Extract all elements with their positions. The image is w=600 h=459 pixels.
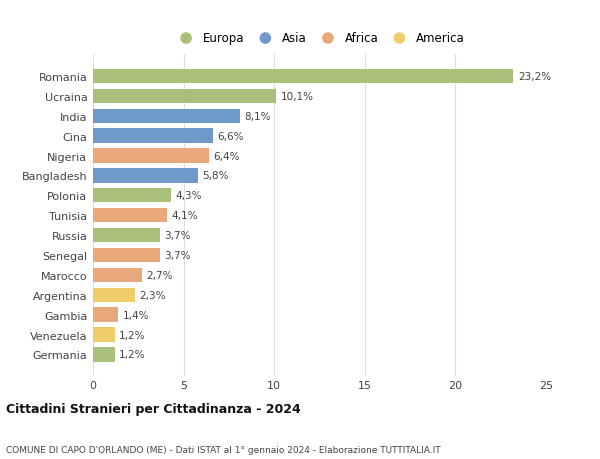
Bar	[93, 248, 160, 263]
Text: 6,4%: 6,4%	[214, 151, 240, 161]
Text: 2,3%: 2,3%	[139, 290, 166, 300]
Bar	[93, 347, 115, 362]
Text: 1,2%: 1,2%	[119, 350, 146, 359]
Bar	[93, 229, 160, 243]
Text: 1,2%: 1,2%	[119, 330, 146, 340]
Legend: Europa, Asia, Africa, America: Europa, Asia, Africa, America	[174, 32, 465, 45]
Bar	[93, 328, 115, 342]
Bar	[93, 268, 142, 282]
Bar	[93, 308, 118, 322]
Text: 23,2%: 23,2%	[518, 72, 551, 82]
Text: 2,7%: 2,7%	[146, 270, 173, 280]
Text: 5,8%: 5,8%	[203, 171, 229, 181]
Text: 8,1%: 8,1%	[244, 112, 271, 122]
Bar	[93, 169, 198, 183]
Text: Cittadini Stranieri per Cittadinanza - 2024: Cittadini Stranieri per Cittadinanza - 2…	[6, 403, 301, 415]
Text: 10,1%: 10,1%	[281, 92, 314, 101]
Bar	[93, 288, 134, 302]
Bar	[93, 90, 276, 104]
Text: 4,3%: 4,3%	[175, 191, 202, 201]
Bar	[93, 109, 240, 123]
Text: COMUNE DI CAPO D'ORLANDO (ME) - Dati ISTAT al 1° gennaio 2024 - Elaborazione TUT: COMUNE DI CAPO D'ORLANDO (ME) - Dati IST…	[6, 445, 440, 454]
Bar	[93, 149, 209, 163]
Bar	[93, 70, 514, 84]
Text: 1,4%: 1,4%	[123, 310, 149, 320]
Text: 3,7%: 3,7%	[164, 251, 191, 260]
Text: 3,7%: 3,7%	[164, 230, 191, 241]
Bar	[93, 129, 212, 144]
Bar	[93, 189, 171, 203]
Text: 4,1%: 4,1%	[172, 211, 199, 221]
Text: 6,6%: 6,6%	[217, 131, 244, 141]
Bar	[93, 208, 167, 223]
